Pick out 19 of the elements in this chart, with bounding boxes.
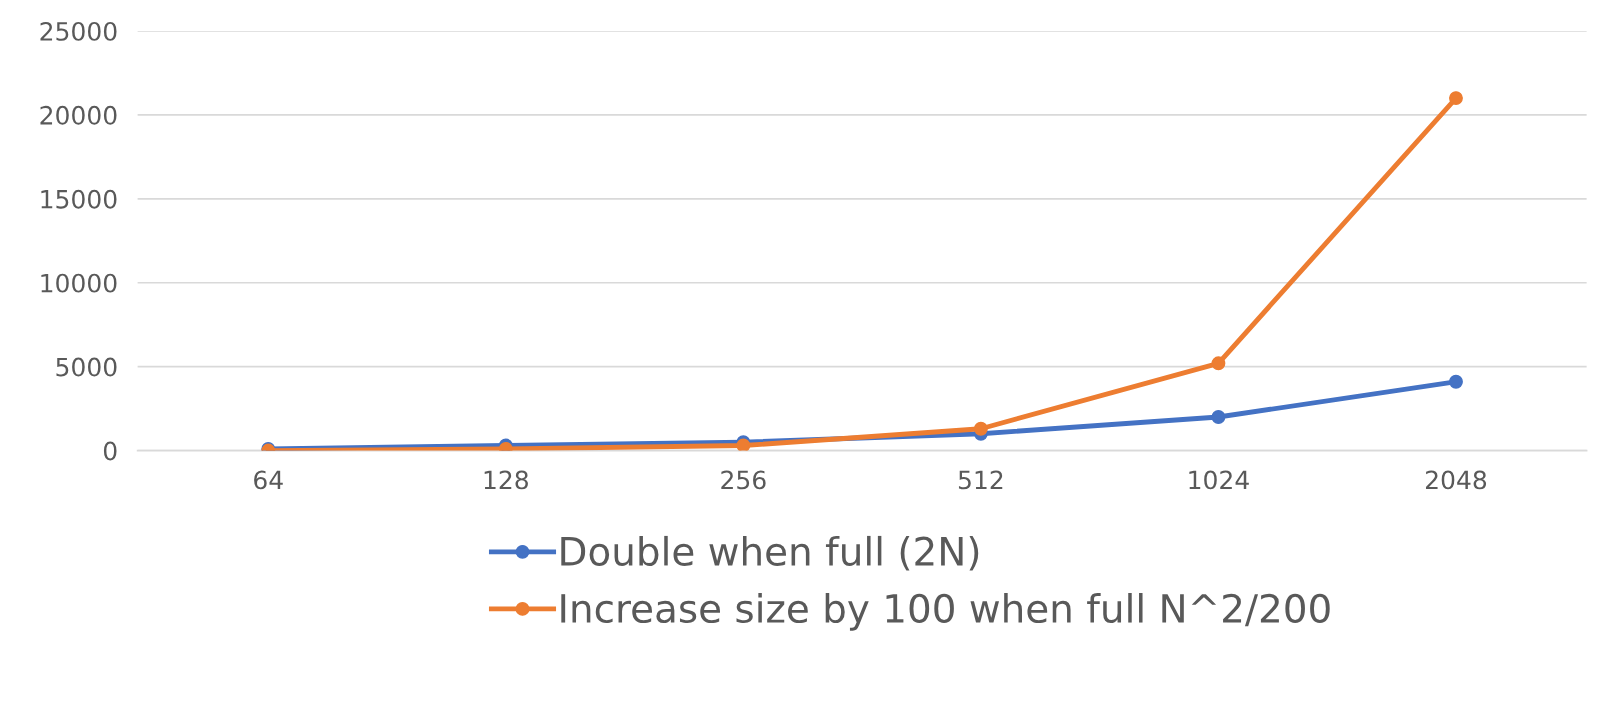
x-tick-label: 64 [254, 470, 283, 490]
x-tick-label: 2048 [1425, 470, 1487, 490]
y-tick-label: 25000 [40, 21, 117, 41]
x-tick-label: 512 [958, 470, 1003, 490]
point [973, 421, 988, 436]
y-tick-label: 10000 [41, 273, 117, 293]
legend-label: Double when full (2N) [561, 535, 979, 571]
point [1449, 91, 1463, 106]
x-tick-label: 128 [484, 470, 528, 490]
point [1211, 356, 1226, 371]
y-tick-label: 0 [103, 441, 117, 461]
y-tick-label: 20000 [40, 105, 117, 125]
y-tick-label: 5000 [56, 357, 117, 377]
point [1211, 410, 1226, 424]
x-tick-label: 256 [721, 470, 766, 490]
x-tick-label: 1024 [1189, 470, 1249, 490]
legend-label: Increase size by 100 when full N^2/200 [561, 592, 1330, 631]
y-tick-label: 15000 [41, 189, 117, 209]
point [1449, 374, 1463, 389]
